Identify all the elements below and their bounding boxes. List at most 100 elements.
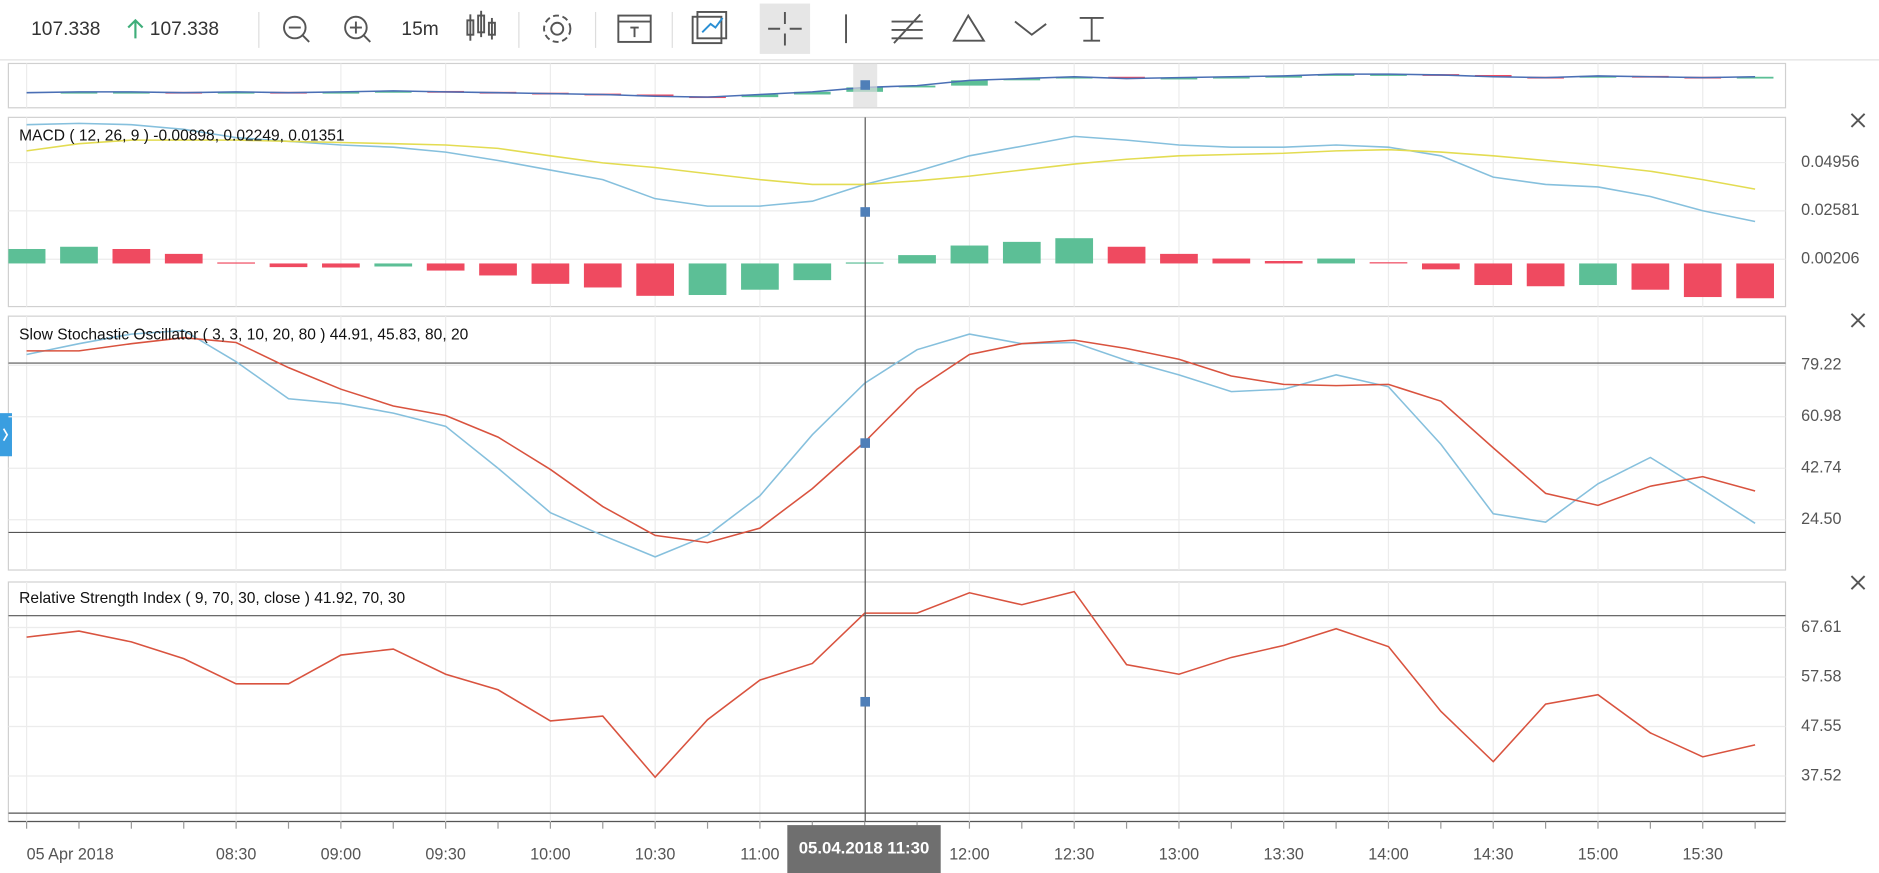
candle [898,85,936,88]
histogram-bar [1317,258,1355,264]
indicator-line [26,139,1756,190]
y-tick-label: 0.00206 [1801,250,1859,268]
price-panel [7,62,1787,109]
x-tick-label: 11:00 [740,845,779,863]
indicators-button[interactable] [691,11,728,45]
template-button[interactable] [617,14,652,43]
candle [1474,74,1512,77]
plots: 05 Apr 2018 08:30 09:00 09:30 10:00 10:30 11:0… [8,63,1860,863]
last-price: 107.338 [150,19,219,40]
crosshair-label: 05.04.2018 11:30 [799,838,930,857]
chart-type-button[interactable] [466,10,496,41]
histogram-bar [1212,258,1251,264]
histogram-bar [688,263,727,296]
candle [113,91,150,94]
price-line [26,73,1756,98]
side-panel-toggle[interactable] [0,413,12,457]
histogram-bar [112,248,151,264]
close-button[interactable] [1850,313,1866,328]
histogram-bar [1474,263,1513,286]
x-tick-label: 15:00 [1578,845,1618,863]
macd-panel [7,116,1787,308]
zoom-in-button[interactable] [344,15,371,43]
x-tick-label: 14:00 [1368,845,1408,863]
crosshair-marker [860,207,870,217]
y-tick-label: 60.98 [1801,407,1841,425]
close-button[interactable] [1850,575,1866,590]
y-tick-label: 57.58 [1801,667,1841,685]
crosshair-marker [860,438,870,448]
up-arrow [127,18,144,39]
candle [374,90,412,93]
histogram-bar [479,263,517,276]
indicator-line [26,590,1756,779]
x-tick-label: 13:00 [1159,845,1199,863]
candle [322,91,360,94]
fibonacci-button[interactable] [891,13,923,44]
candle [1317,74,1355,76]
y-tick-label: 79.22 [1801,356,1841,374]
y-tick-label: 37.52 [1801,766,1841,784]
y-tick-label: 0.04956 [1801,153,1859,171]
indicator-line [26,329,1756,558]
indicator-line [26,336,1756,544]
histogram-bar [741,263,779,290]
candle [217,91,255,94]
histogram-bar [8,248,46,264]
x-tick-label: 09:30 [425,845,465,863]
histogram-bar [583,263,622,288]
histogram-bar [164,253,203,264]
x-tick-label: 08:30 [216,845,256,863]
histogram-bar [531,263,570,284]
candle [1736,76,1774,79]
triangle-button[interactable] [952,13,986,42]
close-button[interactable] [1850,113,1866,128]
x-tick-label: 13:30 [1263,845,1303,863]
candle [636,94,674,97]
histogram-bar [793,263,832,281]
x-tick-label: 10:30 [635,845,675,863]
panel-legends: MACD ( 12, 26, 9 ) -0.00898, 0.02249, 0.… [19,128,468,607]
histogram-bar [1369,262,1408,264]
toolbar: 107.338 107.338 15m [0,3,1879,61]
histogram-bar [1683,263,1722,298]
histogram-bar [1055,238,1094,264]
settings-button[interactable] [543,14,572,43]
candle [793,91,831,95]
x-tick-label: 15:30 [1683,845,1723,863]
candle [1003,78,1041,81]
crosshair-marker [860,696,870,707]
histogram-bar [374,263,413,267]
crosshair-icon [768,11,802,46]
histogram-bar [898,255,936,264]
candle [1212,76,1250,79]
histogram-bar [1736,263,1774,299]
y-tick-label: 42.74 [1801,458,1841,476]
candle [1579,75,1617,78]
histogram-bar [1264,261,1303,264]
trendline-button[interactable] [1014,20,1047,36]
macd-plot [8,122,1786,299]
x-tick-label: 05 Apr 2018 [27,845,114,863]
zoom-out-button[interactable] [283,15,310,43]
interval-button[interactable]: 15m [401,19,438,40]
x-tick-label: 14:30 [1473,845,1513,863]
crosshair-marker [860,80,870,90]
candle [1370,74,1407,76]
crosshair-button[interactable] [759,3,811,54]
indicator-line [26,122,1756,223]
rsi-legend: Relative Strength Index ( 9, 70, 30, clo… [19,590,405,607]
candle [1108,76,1145,79]
text-button[interactable] [1079,17,1104,42]
x-tick-label: 12:00 [949,845,989,863]
y-tick-label: 47.55 [1801,717,1841,735]
y-tick-label: 67.61 [1801,618,1841,636]
histogram-bar [636,263,675,296]
x-tick-label: 10:00 [530,845,570,863]
candle [1160,77,1198,80]
macd-legend: MACD ( 12, 26, 9 ) -0.00898, 0.02249, 0.… [19,128,344,145]
y-tick-label: 24.50 [1801,510,1841,528]
histogram-bar [426,263,465,271]
histogram-bar [217,262,255,264]
